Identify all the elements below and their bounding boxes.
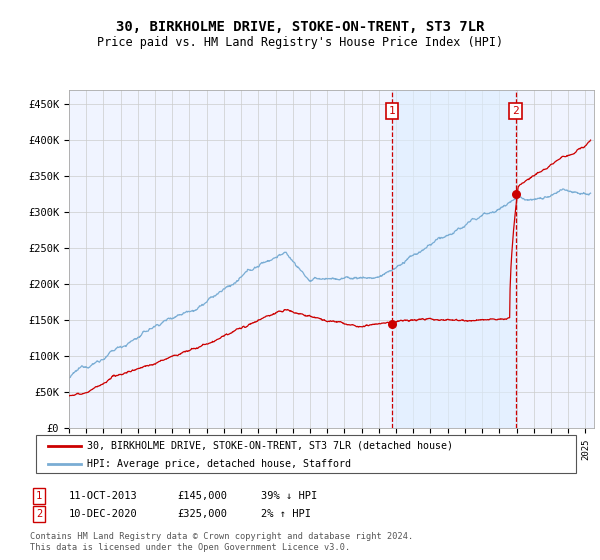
Text: 39% ↓ HPI: 39% ↓ HPI (261, 491, 317, 501)
Text: HPI: Average price, detached house, Stafford: HPI: Average price, detached house, Staf… (87, 459, 351, 469)
Text: 30, BIRKHOLME DRIVE, STOKE-ON-TRENT, ST3 7LR: 30, BIRKHOLME DRIVE, STOKE-ON-TRENT, ST3… (116, 20, 484, 34)
Bar (392, 90, 515, 428)
Text: Price paid vs. HM Land Registry's House Price Index (HPI): Price paid vs. HM Land Registry's House … (97, 36, 503, 49)
Text: 2: 2 (512, 106, 519, 116)
Text: 2% ↑ HPI: 2% ↑ HPI (261, 509, 311, 519)
Point (388, 319, 397, 328)
Text: 1: 1 (36, 491, 42, 501)
Text: 1: 1 (389, 106, 395, 116)
Text: £145,000: £145,000 (177, 491, 227, 501)
Text: 11-OCT-2013: 11-OCT-2013 (69, 491, 138, 501)
Text: 2: 2 (36, 509, 42, 519)
Text: 30, BIRKHOLME DRIVE, STOKE-ON-TRENT, ST3 7LR (detached house): 30, BIRKHOLME DRIVE, STOKE-ON-TRENT, ST3… (87, 441, 453, 451)
Text: £325,000: £325,000 (177, 509, 227, 519)
Point (511, 190, 520, 199)
Text: Contains HM Land Registry data © Crown copyright and database right 2024.
This d: Contains HM Land Registry data © Crown c… (30, 532, 413, 552)
Text: 10-DEC-2020: 10-DEC-2020 (69, 509, 138, 519)
